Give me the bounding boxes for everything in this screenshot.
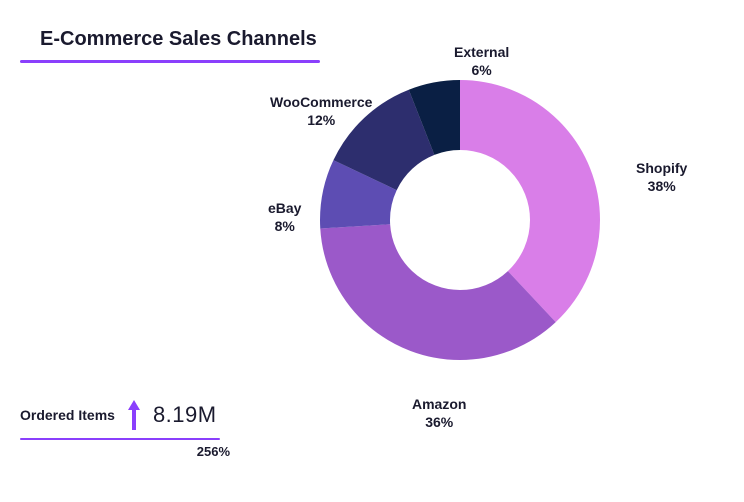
metric-underline [20,438,220,440]
slice-label-shopify: Shopify38% [636,160,687,195]
trend-up-icon [127,398,141,432]
title-underline [20,60,320,63]
slice-label-ebay: eBay8% [268,200,301,235]
page-title: E-Commerce Sales Channels [40,28,317,51]
slice-label-amazon: Amazon36% [412,396,466,431]
metric-value: 8.19M [153,402,217,428]
slice-label-external: External6% [454,44,509,79]
slice-label-woocommerce: WooCommerce12% [270,94,372,129]
metric-label: Ordered Items [20,407,115,423]
ordered-items-metric: Ordered Items 8.19M 256% [20,398,240,459]
metric-delta: 256% [20,444,240,459]
